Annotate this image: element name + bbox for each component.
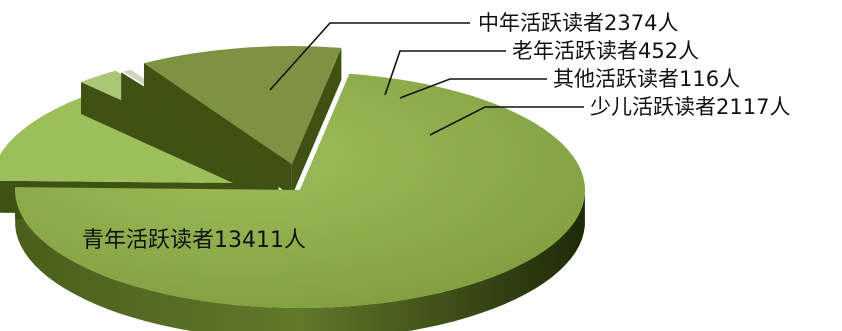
leader-line-5 — [429, 106, 584, 136]
pie-slice-top-5 — [143, 46, 342, 165]
leader-line-2 — [269, 22, 470, 91]
pie-slice-wall-5-1 — [291, 47, 342, 197]
pie-slice-top-1 — [15, 73, 585, 308]
slice-label-4: 其他活跃读者116人 — [553, 67, 740, 91]
pie-slice-1 — [15, 73, 585, 331]
slice-label-5: 少儿活跃读者2117人 — [590, 95, 790, 119]
pie-slice-5 — [143, 46, 342, 197]
leader-line-4 — [399, 78, 547, 99]
slice-label-2: 中年活跃读者2374人 — [478, 11, 678, 35]
leader-line-3 — [384, 50, 506, 96]
slice-label-1: 青年活跃读者13411人 — [82, 228, 306, 253]
pie-slice-side-1 — [15, 193, 585, 331]
pie-slice-wall-5-0 — [143, 63, 292, 197]
pie-slice-wall-3-0 — [81, 81, 273, 202]
slice-label-3: 老年活跃读者452人 — [512, 39, 699, 63]
